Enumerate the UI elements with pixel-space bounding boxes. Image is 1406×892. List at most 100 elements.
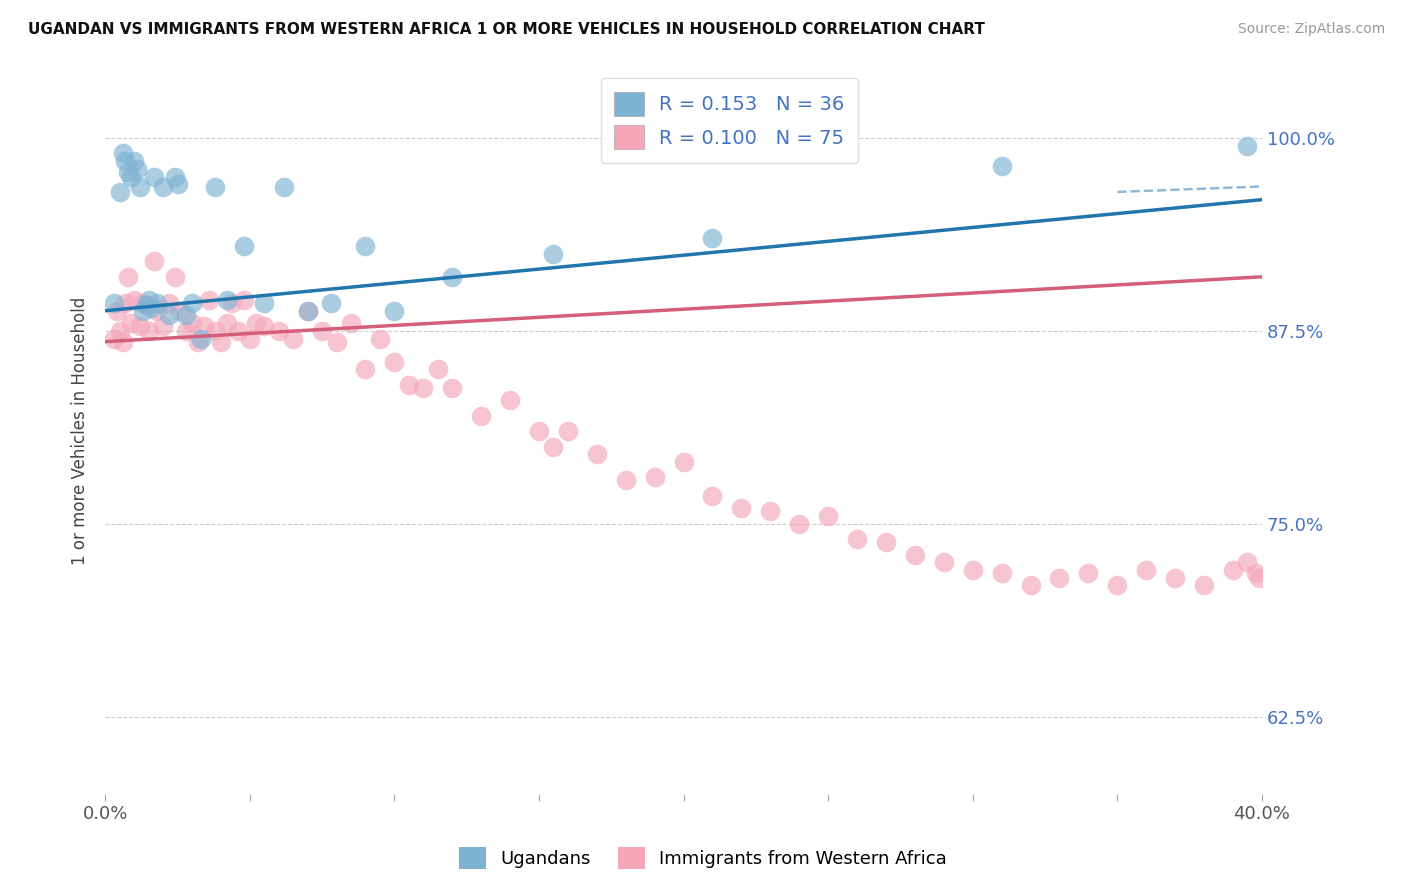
Point: [904, 548, 927, 562]
Text: UGANDAN VS IMMIGRANTS FROM WESTERN AFRICA 1 OR MORE VEHICLES IN HOUSEHOLD CORREL: UGANDAN VS IMMIGRANTS FROM WESTERN AFRIC…: [28, 22, 986, 37]
Point: [354, 362, 377, 376]
Point: [426, 362, 449, 376]
Point: [273, 180, 295, 194]
Point: [319, 296, 342, 310]
Point: [138, 293, 160, 307]
Point: [138, 324, 160, 338]
Y-axis label: 1 or more Vehicles in Household: 1 or more Vehicles in Household: [72, 297, 89, 566]
Point: [1107, 578, 1129, 592]
Point: [267, 324, 290, 338]
Point: [672, 455, 695, 469]
Point: [120, 316, 142, 330]
Point: [340, 316, 363, 330]
Point: [190, 332, 212, 346]
Point: [105, 303, 128, 318]
Point: [1247, 571, 1270, 585]
Point: [233, 239, 256, 253]
Point: [169, 303, 191, 318]
Point: [730, 501, 752, 516]
Point: [1236, 555, 1258, 569]
Point: [129, 180, 152, 194]
Point: [1135, 563, 1157, 577]
Point: [702, 489, 724, 503]
Point: [759, 504, 782, 518]
Point: [146, 296, 169, 310]
Point: [297, 303, 319, 318]
Point: [990, 159, 1012, 173]
Point: [557, 424, 579, 438]
Point: [114, 154, 136, 169]
Point: [325, 334, 347, 349]
Point: [354, 239, 377, 253]
Point: [174, 324, 197, 338]
Point: [1164, 571, 1187, 585]
Point: [125, 161, 148, 176]
Text: Source: ZipAtlas.com: Source: ZipAtlas.com: [1237, 22, 1385, 37]
Point: [146, 303, 169, 318]
Point: [143, 169, 166, 184]
Point: [441, 269, 464, 284]
Point: [120, 169, 142, 184]
Point: [1077, 566, 1099, 580]
Point: [1236, 138, 1258, 153]
Point: [103, 296, 125, 310]
Point: [226, 324, 249, 338]
Point: [846, 532, 869, 546]
Point: [543, 440, 565, 454]
Point: [157, 309, 180, 323]
Point: [585, 447, 607, 461]
Legend: R = 0.153   N = 36, R = 0.100   N = 75: R = 0.153 N = 36, R = 0.100 N = 75: [600, 78, 858, 162]
Point: [152, 319, 174, 334]
Point: [187, 334, 209, 349]
Point: [543, 246, 565, 260]
Point: [215, 293, 238, 307]
Point: [198, 293, 221, 307]
Point: [1244, 566, 1267, 580]
Point: [499, 393, 522, 408]
Point: [233, 293, 256, 307]
Point: [103, 332, 125, 346]
Point: [157, 296, 180, 310]
Point: [644, 470, 666, 484]
Point: [384, 354, 406, 368]
Point: [111, 146, 134, 161]
Point: [132, 303, 155, 318]
Point: [143, 254, 166, 268]
Point: [245, 316, 267, 330]
Point: [932, 555, 955, 569]
Point: [875, 535, 897, 549]
Point: [221, 296, 243, 310]
Point: [163, 169, 186, 184]
Point: [990, 566, 1012, 580]
Point: [253, 296, 276, 310]
Point: [787, 516, 810, 531]
Point: [108, 185, 131, 199]
Point: [114, 296, 136, 310]
Point: [239, 332, 262, 346]
Point: [215, 316, 238, 330]
Point: [181, 296, 204, 310]
Point: [283, 332, 305, 346]
Point: [962, 563, 984, 577]
Point: [1049, 571, 1071, 585]
Point: [209, 334, 232, 349]
Point: [152, 180, 174, 194]
Point: [527, 424, 550, 438]
Point: [122, 293, 145, 307]
Point: [398, 377, 420, 392]
Point: [817, 508, 839, 523]
Point: [163, 269, 186, 284]
Point: [135, 297, 157, 311]
Point: [204, 324, 226, 338]
Point: [368, 332, 391, 346]
Point: [141, 301, 163, 315]
Legend: Ugandans, Immigrants from Western Africa: Ugandans, Immigrants from Western Africa: [450, 838, 956, 879]
Point: [253, 319, 276, 334]
Point: [132, 296, 155, 310]
Point: [311, 324, 333, 338]
Point: [193, 319, 215, 334]
Point: [174, 309, 197, 323]
Point: [108, 324, 131, 338]
Point: [204, 180, 226, 194]
Point: [1222, 563, 1244, 577]
